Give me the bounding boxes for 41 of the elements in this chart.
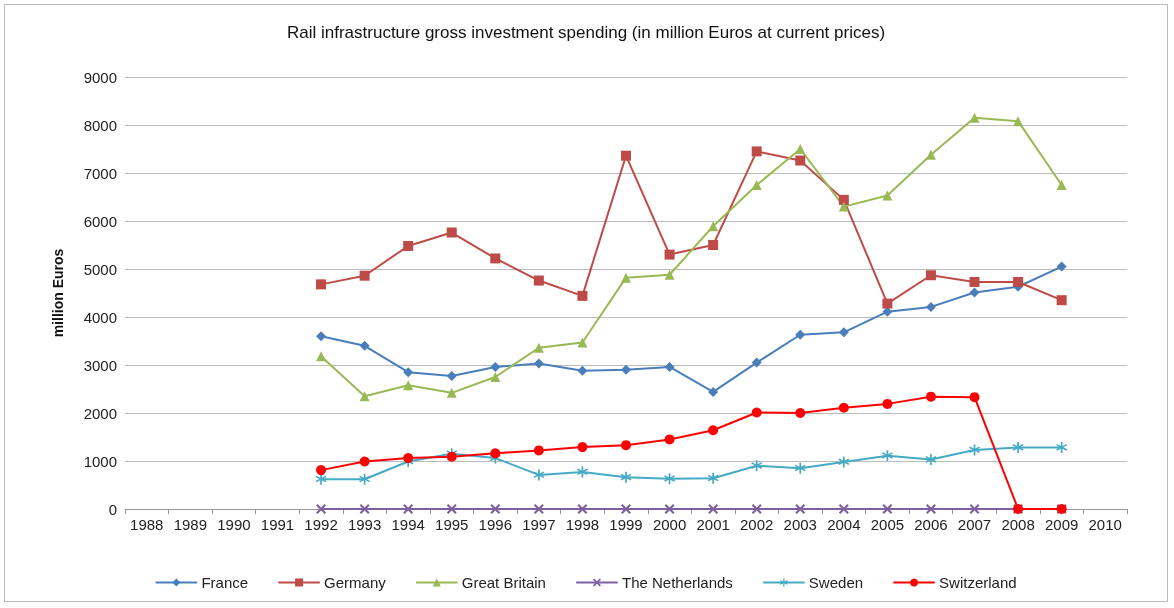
legend-label: France <box>201 574 249 591</box>
x-tick-label: 1990 <box>217 516 251 533</box>
y-tick-label: 6000 <box>83 212 117 230</box>
x-tick-label: 2009 <box>1044 516 1079 533</box>
y-tick-label: 8000 <box>83 116 117 134</box>
x-tick-label: 1999 <box>609 516 643 533</box>
x-tick-label: 2002 <box>740 516 774 533</box>
x-tick-label: 1996 <box>478 516 512 533</box>
x-tick-label: 2010 <box>1088 516 1122 533</box>
x-tick-label: 1998 <box>565 516 600 533</box>
y-tick-label: 2000 <box>83 404 117 422</box>
x-tick-label: 2003 <box>783 516 817 533</box>
y-tick-label: 9000 <box>83 68 117 86</box>
x-tick-label: 2001 <box>696 516 730 533</box>
y-tick-label: 0 <box>108 500 117 518</box>
chart-title: Rail infrastructure gross investment spending (in million Euros at current prices) <box>286 23 886 42</box>
y-tick-label: 7000 <box>83 164 117 182</box>
x-tick-label: 2005 <box>870 516 905 533</box>
x-tick-label: 2000 <box>652 516 687 533</box>
legend-label: Germany <box>324 574 387 591</box>
x-tick-label: 1995 <box>435 516 469 533</box>
legend-label: Switzerland <box>939 574 1017 591</box>
x-tick-label: 1994 <box>391 516 425 533</box>
legend-label: Great Britain <box>461 574 546 591</box>
x-tick-label: 1991 <box>260 516 295 533</box>
y-axis-title: million Euros <box>50 248 66 338</box>
x-tick-label: 2004 <box>827 516 861 533</box>
x-tick-label: 1997 <box>522 516 556 533</box>
x-tick-label: 1993 <box>347 516 382 533</box>
legend-label: Sweden <box>808 574 864 591</box>
x-tick-label: 2007 <box>957 516 992 533</box>
x-tick-label: 2008 <box>1001 516 1035 533</box>
y-tick-label: 3000 <box>83 356 117 374</box>
legend-label: The Netherlands <box>621 574 733 591</box>
y-tick-label: 5000 <box>83 260 117 278</box>
y-tick-label: 4000 <box>83 308 117 326</box>
x-tick-label: 1988 <box>130 516 164 533</box>
x-tick-label: 2006 <box>914 516 948 533</box>
y-tick-label: 1000 <box>83 452 117 470</box>
x-tick-label: 1989 <box>173 516 208 533</box>
x-tick-label: 1992 <box>304 516 338 533</box>
